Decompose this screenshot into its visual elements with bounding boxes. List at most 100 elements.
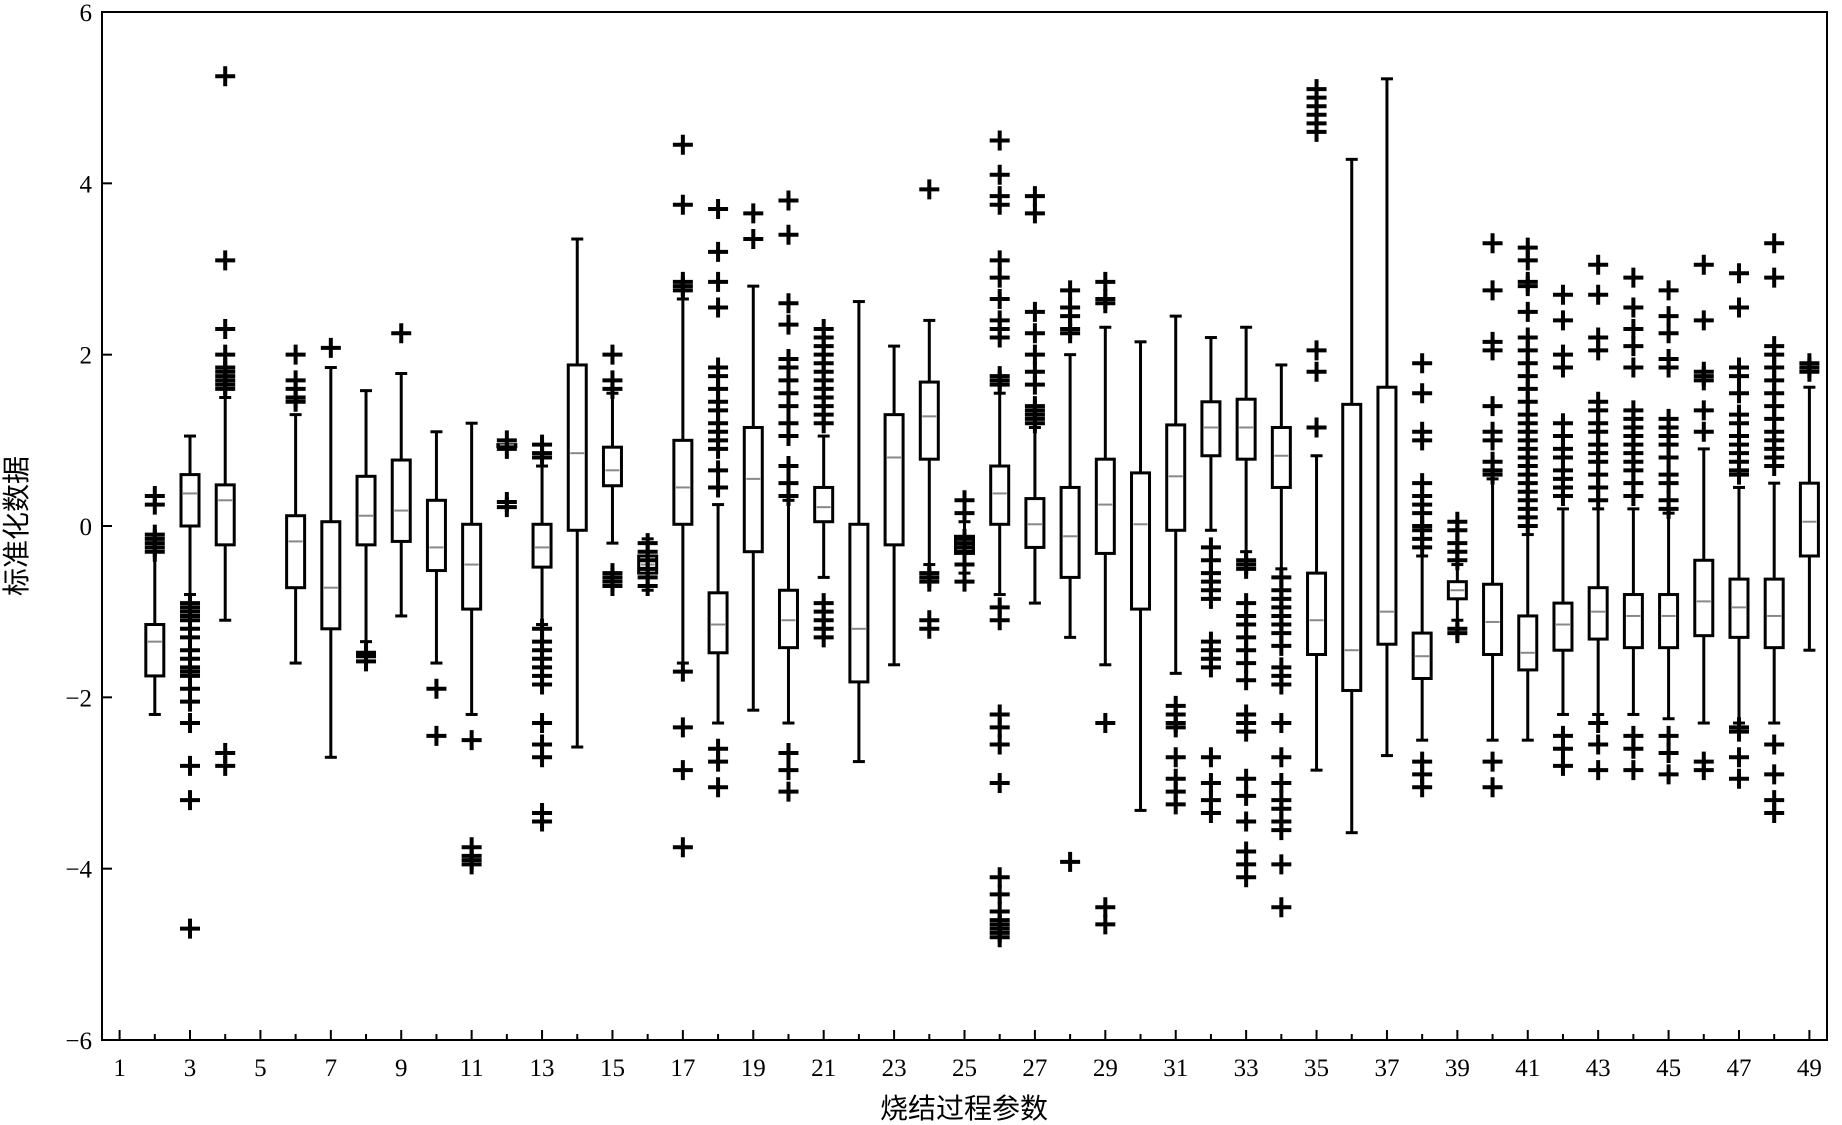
iqr-box (179, 473, 201, 528)
iqr-box (1270, 425, 1292, 489)
outlier-marker (1588, 734, 1609, 755)
outlier-marker (1200, 588, 1221, 609)
outlier-marker (1623, 486, 1644, 507)
outlier-marker (989, 250, 1010, 271)
outlier-marker (1200, 773, 1221, 793)
outlier-marker (1482, 280, 1503, 301)
outlier-marker (813, 627, 834, 648)
outlier-marker (1306, 340, 1327, 361)
outlier-marker (1236, 653, 1257, 674)
x-tick-label: 43 (1586, 1055, 1611, 1082)
outlier-marker (1236, 670, 1257, 691)
outlier-marker (285, 344, 306, 365)
x-tick-label: 19 (741, 1055, 766, 1082)
x-axis-title: 烧结过程参数 (880, 1092, 1048, 1125)
box-49 (1798, 353, 1820, 652)
box-40 (1482, 233, 1504, 798)
outlier-marker (708, 199, 729, 220)
outlier-marker (356, 651, 377, 672)
outlier-marker (1728, 721, 1749, 742)
box-10 (425, 430, 447, 746)
iqr-box (1165, 423, 1187, 532)
outlier-marker (532, 747, 553, 768)
x-tick-label: 27 (1022, 1055, 1047, 1082)
box-36 (1341, 157, 1363, 835)
outlier-marker (1623, 297, 1644, 318)
outlier-marker (1623, 760, 1644, 781)
outlier-marker (496, 497, 517, 518)
outlier-marker (1728, 366, 1749, 387)
box-27 (1024, 186, 1046, 605)
outlier-marker (1552, 284, 1573, 305)
outlier-marker (1271, 854, 1292, 875)
outlier-marker (1482, 464, 1503, 485)
outlier-marker (1236, 558, 1257, 579)
box-7 (320, 337, 342, 759)
outlier-marker (919, 571, 940, 592)
box-47 (1728, 263, 1750, 789)
iqr-box (214, 483, 236, 547)
outlier-marker (1764, 456, 1785, 477)
y-tick-label: 6 (80, 0, 93, 27)
outlier-marker (1024, 374, 1045, 395)
outlier-marker (1024, 203, 1045, 224)
outlier-marker (1693, 421, 1714, 442)
outlier-marker (1764, 267, 1785, 288)
box-18 (707, 199, 729, 798)
x-tick-label: 3 (184, 1055, 197, 1082)
outlier-marker (708, 271, 729, 292)
outlier-marker (778, 456, 799, 477)
box-41 (1517, 237, 1539, 742)
outlier-marker (461, 854, 482, 875)
iqr-box (601, 445, 623, 488)
outlier-marker (672, 717, 693, 738)
x-tick-label: 37 (1374, 1055, 1399, 1082)
iqr-box (1059, 485, 1081, 579)
outlier-marker (1693, 254, 1714, 275)
outlier-marker (989, 867, 1010, 888)
outlier-marker (461, 730, 482, 751)
outlier-marker (1306, 417, 1327, 438)
outlier-marker (1764, 802, 1785, 823)
outlier-marker (954, 571, 975, 592)
outlier-marker (1060, 851, 1081, 872)
outlier-marker (1552, 486, 1573, 507)
outlier-marker (391, 323, 412, 344)
outlier-marker (1693, 400, 1714, 421)
outlier-marker (1271, 713, 1292, 734)
y-tick-label: −6 (65, 1028, 92, 1055)
x-tick-label: 15 (600, 1055, 625, 1082)
outlier-marker (1552, 310, 1573, 331)
box-16 (637, 533, 659, 596)
outlier-marker (989, 374, 1010, 395)
iqr-box (1376, 385, 1398, 646)
outlier-marker (708, 777, 729, 798)
outlier-marker (708, 460, 729, 481)
outlier-marker (1095, 914, 1116, 935)
outlier-marker (1588, 713, 1609, 734)
outlier-marker (672, 134, 693, 155)
x-tick-label: 45 (1656, 1055, 1681, 1082)
outlier-marker (778, 190, 799, 211)
iqr-box (390, 458, 412, 543)
outlier-marker (285, 391, 306, 412)
x-tick-label: 11 (460, 1055, 484, 1082)
outlier-marker (1799, 361, 1820, 382)
x-tick-label: 7 (325, 1055, 338, 1082)
x-tick-label: 35 (1304, 1055, 1329, 1082)
x-tick-label: 49 (1797, 1055, 1822, 1082)
outlier-marker (672, 760, 693, 781)
box-2 (144, 486, 166, 716)
iqr-box (355, 474, 377, 547)
box-30 (1130, 340, 1152, 812)
outlier-marker (1517, 301, 1538, 322)
outlier-marker (1728, 464, 1749, 485)
outlier-marker (180, 691, 201, 712)
box-22 (848, 300, 870, 764)
outlier-marker (1271, 747, 1292, 768)
iqr-box (461, 522, 483, 611)
outlier-marker (1200, 747, 1221, 768)
box-46 (1693, 254, 1715, 781)
iqr-box (285, 514, 307, 590)
box-3 (179, 434, 201, 939)
